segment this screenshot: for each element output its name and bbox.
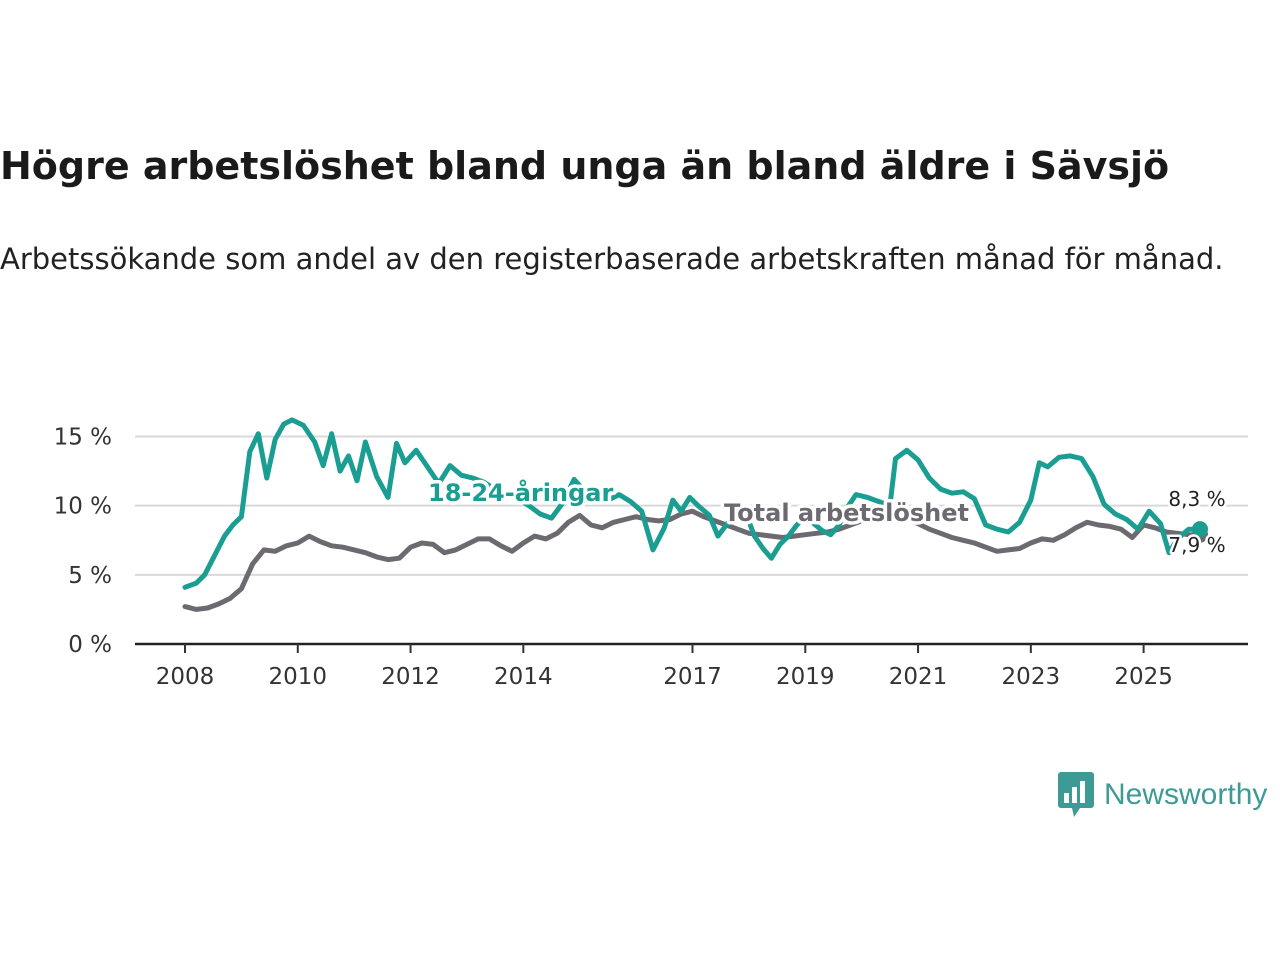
series-line-total (182, 508, 1203, 612)
y-tick-label: 0 % (68, 632, 112, 658)
chart-subtitle: Arbetssökande som andel av den registerb… (0, 242, 1224, 276)
x-axis-ticks: 2008 2010 2012 2014 2017 2019 2021 2023 2025 (156, 644, 1173, 690)
brand-name: Newsworthy (1104, 778, 1268, 811)
newsworthy-logo: Newsworthy (1058, 772, 1267, 818)
x-tick-label: 2014 (494, 664, 553, 690)
y-tick-label: 10 % (54, 494, 112, 520)
x-tick-label: 2023 (1002, 664, 1061, 690)
x-tick-label: 2025 (1114, 664, 1173, 690)
x-tick-label: 2019 (776, 664, 835, 690)
chart-title: Högre arbetslöshet bland unga än bland ä… (0, 144, 1170, 188)
x-tick-label: 2017 (663, 664, 722, 690)
x-tick-label: 2008 (156, 664, 215, 690)
y-axis-ticks: 0 % 5 % 10 % 15 % (54, 425, 112, 659)
series-label-youth: 18-24-åringar (428, 478, 613, 507)
bar-chart-icon (1058, 772, 1094, 817)
x-tick-label: 2010 (269, 664, 328, 690)
x-tick-label: 2012 (381, 664, 440, 690)
y-tick-label: 5 % (68, 563, 112, 589)
y-tick-label: 15 % (54, 425, 112, 451)
grid-lines (135, 435, 1248, 576)
series-line-youth (182, 417, 1203, 590)
end-label-total: 7,9 % (1168, 533, 1225, 557)
series-label-total: Total arbetslöshet (724, 499, 969, 527)
series-labels: 18-24-åringar Total arbetslöshet 8,3 % 7,9 … (425, 475, 1229, 560)
end-point-youth (1192, 521, 1208, 538)
x-tick-label: 2021 (889, 664, 948, 690)
end-label-youth: 8,3 % (1168, 487, 1225, 511)
series-lines (182, 417, 1208, 612)
